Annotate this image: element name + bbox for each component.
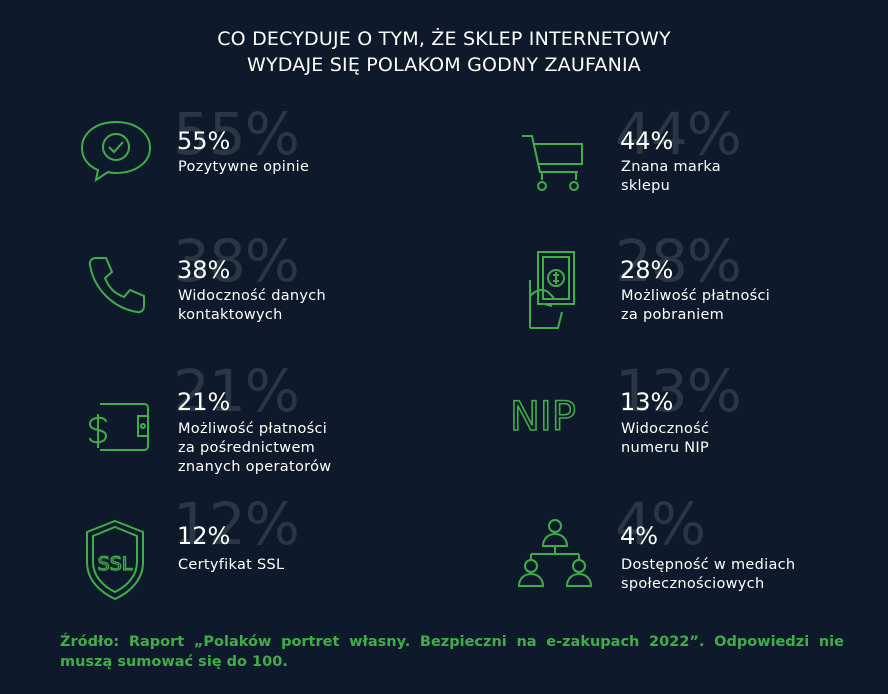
stat-label: Możliwość płatności za pobraniem xyxy=(621,288,771,323)
stat-percent: 12% xyxy=(177,522,231,550)
ghost-percent: 44% xyxy=(615,100,742,168)
stat-label: Widoczność danych kontaktowych xyxy=(178,288,327,323)
shopping-cart-icon xyxy=(520,132,586,194)
stat-percent: 21% xyxy=(177,388,231,416)
stat-percent: 55% xyxy=(177,127,231,155)
stat-percent: 38% xyxy=(177,256,231,284)
ghost-percent: 28% xyxy=(615,227,742,295)
ssl-shield-icon: SSL xyxy=(84,518,146,602)
ghost-percent: 38% xyxy=(173,227,300,295)
stat-label: Znana marka sklepu xyxy=(621,159,721,194)
phone-icon xyxy=(86,254,148,316)
stat-label: Pozytywne opinie xyxy=(178,159,310,175)
svg-text:SSL: SSL xyxy=(98,553,133,575)
ghost-percent: 55% xyxy=(173,100,300,168)
ghost-percent: 13% xyxy=(615,357,742,425)
chat-check-icon xyxy=(78,118,154,184)
stat-percent: 28% xyxy=(620,256,674,284)
network-people-icon xyxy=(515,518,595,590)
source-note: Źródło: Raport „Polaków portret własny. … xyxy=(60,634,844,670)
stat-label: Widoczność numeru NIP xyxy=(621,421,710,456)
stat-percent: 44% xyxy=(620,127,674,155)
infographic-title: CO DECYDUJE O TYM, ŻE SKLEP INTERNETOWY … xyxy=(0,26,888,78)
ghost-percent: 21% xyxy=(173,357,300,425)
title-line-1: CO DECYDUJE O TYM, ŻE SKLEP INTERNETOWY xyxy=(217,28,671,50)
title-line-2: WYDAJE SIĘ POLAKOM GODNY ZAUFANIA xyxy=(247,54,641,76)
stat-percent: 4% xyxy=(620,522,659,550)
svg-text:NIP: NIP xyxy=(510,394,576,436)
wallet-dollar-icon xyxy=(86,400,154,458)
nip-icon: NIP xyxy=(510,394,596,436)
ghost-percent: 4% xyxy=(615,490,706,558)
stat-label: Certyfikat SSL xyxy=(178,557,285,573)
hand-cash-icon xyxy=(528,250,578,330)
stat-label: Dostępność w mediach społecznościowych xyxy=(621,557,796,592)
stat-percent: 13% xyxy=(620,388,674,416)
ghost-percent: 12% xyxy=(173,490,300,558)
stat-label: Możliwość płatności za pośrednictwem zna… xyxy=(178,421,332,475)
